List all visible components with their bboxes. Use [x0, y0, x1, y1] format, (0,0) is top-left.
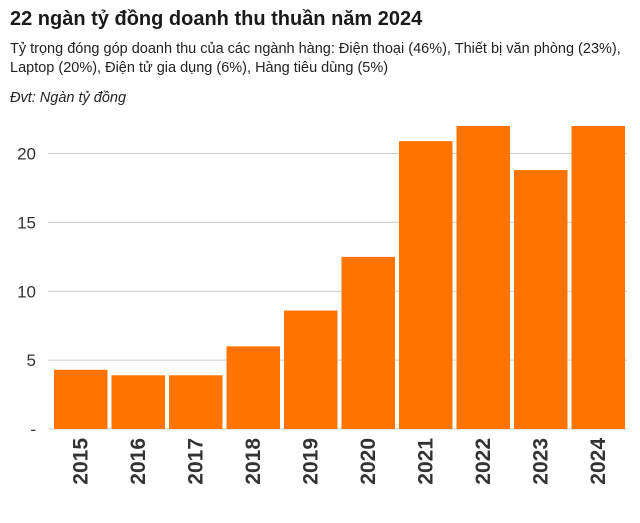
x-tick-label-2017: 2017: [184, 438, 207, 485]
bar-2015: [54, 369, 108, 429]
y-tick-label-0: -: [30, 420, 36, 439]
y-tick-label-20: 20: [17, 145, 36, 164]
bar-2017: [169, 375, 223, 429]
bar-2018: [226, 346, 280, 429]
bar-2022: [456, 126, 510, 429]
chart-subtitle: Tỷ trọng đóng góp doanh thu của các ngàn…: [10, 41, 621, 76]
bar-2019: [284, 310, 338, 429]
bar-2024: [571, 126, 625, 429]
x-tick-label-2020: 2020: [357, 438, 380, 485]
y-tick-label-15: 15: [17, 213, 36, 232]
bar-2021: [399, 141, 453, 429]
chart-title: 22 ngàn tỷ đồng doanh thu thuần năm 2024: [10, 8, 423, 30]
x-tick-label-2015: 2015: [69, 438, 92, 485]
bar-2016: [111, 375, 165, 429]
y-tick-label-10: 10: [17, 282, 36, 301]
x-tick-label-2018: 2018: [242, 438, 265, 485]
unit-note: Đvt: Ngàn tỷ đồng: [10, 90, 127, 106]
x-tick-label-2016: 2016: [127, 438, 150, 485]
y-tick-label-5: 5: [27, 351, 36, 370]
x-tick-label-2022: 2022: [472, 438, 495, 485]
x-tick-label-2023: 2023: [529, 438, 552, 485]
bar-2020: [341, 256, 395, 429]
x-tick-label-2024: 2024: [587, 438, 610, 485]
x-tick-label-2019: 2019: [299, 438, 322, 485]
bar-2023: [514, 170, 568, 429]
x-tick-label-2021: 2021: [414, 438, 437, 485]
